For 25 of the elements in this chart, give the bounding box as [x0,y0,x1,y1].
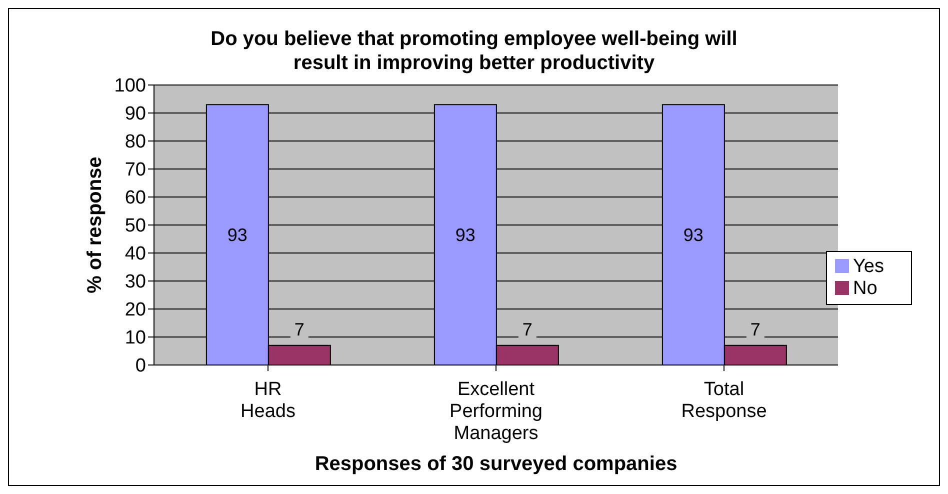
data-label: 93 [683,224,704,245]
x-tick-label: HR Heads [240,379,296,422]
data-label: 7 [522,319,532,340]
y-tick-label: 90 [124,104,146,125]
y-tick-label: 60 [124,188,146,209]
y-tick-label: 20 [124,300,146,321]
y-axis-title: % of response [84,156,106,294]
y-tick-label: 30 [124,272,146,293]
data-label: 7 [294,319,304,340]
legend-label: No [853,278,878,298]
y-tick-label: 40 [124,244,146,265]
y-tick-label: 80 [124,132,146,153]
y-tick-label: 100 [114,76,146,97]
data-label: 93 [227,224,248,245]
x-tick-label: Excellent Performing Managers [450,379,542,444]
chart-title: Do you believe that promoting employee well-being will result in improving better productivity [210,27,738,75]
data-label: 93 [455,224,476,245]
x-axis-title: Responses of 30 surveyed companies [314,453,678,475]
x-tick-label: Total Response [681,379,767,422]
y-tick-label: 70 [124,160,146,181]
y-tick-label: 10 [124,328,146,349]
y-tick-label: 0 [135,356,146,377]
y-tick-label: 50 [124,216,146,237]
data-label: 7 [750,319,760,340]
legend-label: Yes [853,256,884,276]
